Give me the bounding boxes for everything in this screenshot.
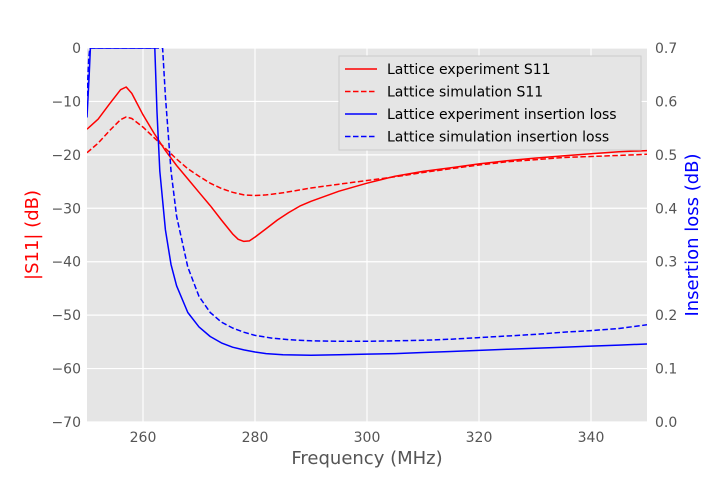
right-y-tick-label: 0.6 (655, 94, 677, 110)
right-y-tick-label: 0.2 (655, 308, 677, 324)
series-line-4 (87, 48, 647, 343)
left-y-tick-label: −60 (51, 362, 81, 378)
right-y-tick-label: 0.7 (655, 41, 677, 57)
left-y-axis-title: |S11| (dB) (22, 190, 43, 280)
x-tick-label: 300 (354, 430, 381, 446)
left-y-tick-label: −70 (51, 415, 81, 431)
legend-box (338, 55, 642, 151)
left-y-tick-label: −40 (51, 255, 81, 271)
left-y-tick-label: −30 (51, 201, 81, 217)
right-y-tick-label: 0.4 (655, 201, 677, 217)
x-tick-label: 340 (578, 430, 605, 446)
left-y-tick-label: −10 (51, 94, 81, 110)
x-tick-label: 320 (466, 430, 493, 446)
legend-label: Lattice simulation insertion loss (387, 130, 609, 146)
series-line-1 (87, 86, 647, 243)
legend-label: Lattice experiment S11 (387, 62, 551, 78)
left-y-tick-label: −20 (51, 148, 81, 164)
series-line-3 (87, 48, 647, 356)
left-y-tick-label: −50 (51, 308, 81, 324)
tick-labels: 260 280 300 320 340 0 −10 −20 −30 −40 −50 −60 −70 0.0… (51, 41, 677, 446)
right-y-tick-label: 0.0 (655, 415, 677, 431)
right-y-axis-title: Insertion loss (dB) (682, 153, 703, 316)
right-y-tick-label: 0.5 (655, 148, 677, 164)
right-y-tick-label: 0.1 (655, 362, 677, 378)
series-line-2 (87, 116, 647, 197)
legend-label: Lattice experiment insertion loss (387, 107, 617, 123)
legend: Lattice experiment S11 Lattice simulation… (338, 55, 642, 151)
right-y-tick-label: 0.3 (655, 255, 677, 271)
series-layer (87, 48, 647, 356)
legend-label: Lattice simulation S11 (387, 85, 543, 101)
x-axis-title: Frequency (MHz) (291, 448, 442, 469)
left-y-tick-label: 0 (72, 41, 81, 57)
x-tick-label: 280 (242, 430, 269, 446)
x-tick-label: 260 (130, 430, 157, 446)
